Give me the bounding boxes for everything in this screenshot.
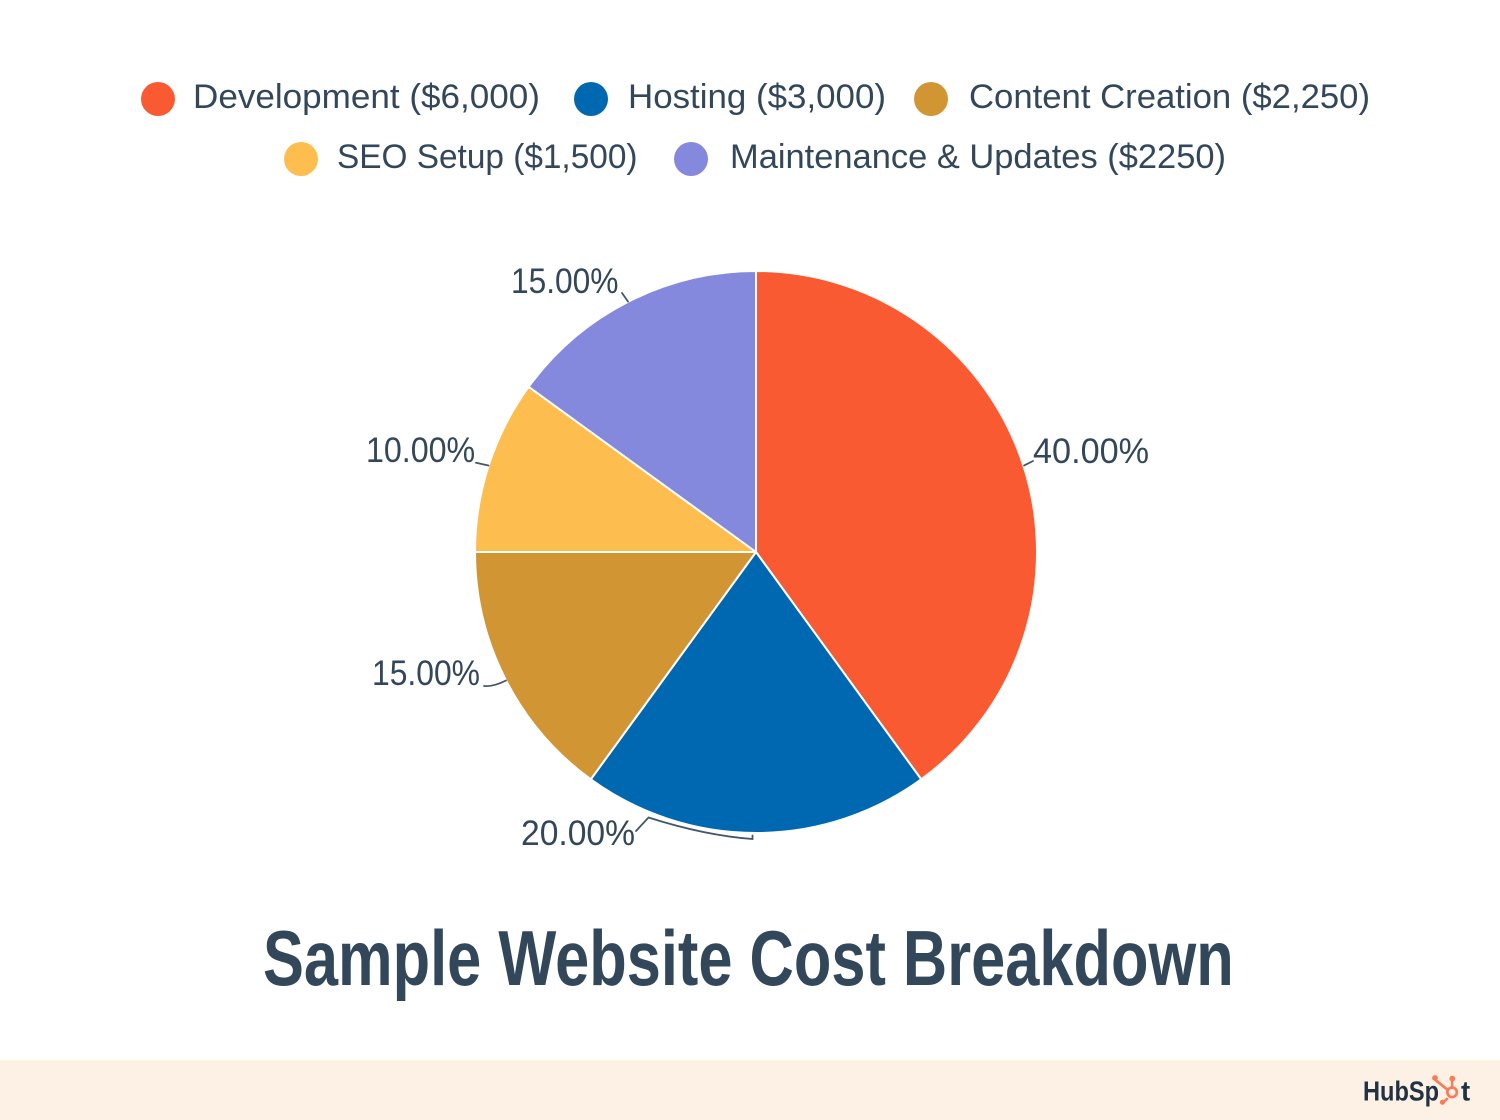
svg-text:t: t [1461, 1076, 1470, 1107]
svg-text:HubSp: HubSp [1363, 1076, 1439, 1107]
